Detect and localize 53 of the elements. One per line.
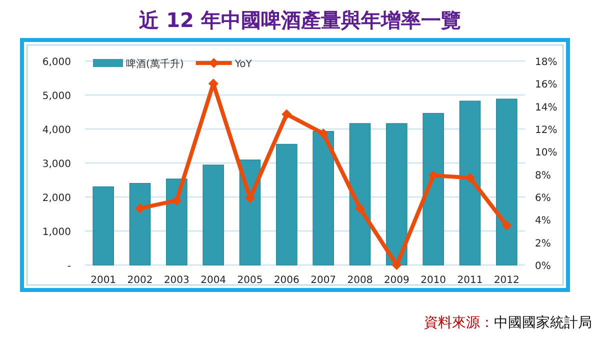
y-tick-label: 1,000 <box>42 227 71 238</box>
x-tick-label: 2005 <box>237 275 263 286</box>
y2-tick-label: 2% <box>535 238 551 250</box>
bar <box>496 98 518 266</box>
x-tick-label: 2006 <box>274 275 300 286</box>
x-tick-label: 2003 <box>164 275 190 286</box>
y2-tick-label: 14% <box>535 102 558 114</box>
bar <box>92 186 114 266</box>
y-tick-label: 3,000 <box>42 159 71 170</box>
legend-label: 啤酒(萬千升) <box>126 58 184 70</box>
bar <box>349 123 371 266</box>
x-tick-label: 2011 <box>457 275 483 286</box>
bar <box>312 130 334 266</box>
point <box>318 128 328 139</box>
y2-tick-label: 6% <box>535 193 551 204</box>
bar <box>276 144 298 266</box>
y2-tick-label: 4% <box>535 216 551 227</box>
legend-label: YoY <box>234 59 253 70</box>
bar <box>459 100 481 266</box>
y2-tick-label: 0% <box>535 261 551 272</box>
point <box>465 172 475 183</box>
bar <box>202 164 224 266</box>
x-tick-label: 2009 <box>384 275 410 286</box>
point <box>355 203 365 214</box>
point <box>172 195 182 206</box>
point <box>282 109 292 120</box>
y2-tick-label: 8% <box>535 170 551 182</box>
y2-tick-label: 18% <box>535 57 558 68</box>
point <box>502 220 512 230</box>
x-tick-label: 2004 <box>200 275 226 286</box>
y-tick-label: - <box>67 261 72 272</box>
bar <box>386 123 408 266</box>
x-tick-label: 2012 <box>494 275 520 286</box>
point <box>428 170 438 180</box>
source-note: 資料來源：中國國家統計局 <box>424 315 592 331</box>
y-tick-label: 5,000 <box>42 91 71 102</box>
x-tick-label: 2007 <box>310 275 336 286</box>
y-tick-label: 4,000 <box>42 125 71 136</box>
point <box>135 203 145 214</box>
y2-tick-label: 12% <box>535 125 558 136</box>
point <box>392 260 402 270</box>
x-tick-label: 2001 <box>90 275 116 286</box>
y2-tick-label: 10% <box>535 148 558 159</box>
chart-title: 近 12 年中國啤酒產量與年增率一覽 <box>138 8 461 32</box>
x-tick-label: 2008 <box>347 275 373 286</box>
bar <box>422 112 444 266</box>
y2-tick-label: 16% <box>535 80 558 91</box>
y-tick-label: 2,000 <box>42 193 71 204</box>
bar <box>129 183 151 266</box>
x-tick-label: 2010 <box>420 275 446 286</box>
bar <box>166 178 188 266</box>
x-tick-label: 2002 <box>127 275 153 286</box>
y-tick-label: 6,000 <box>42 57 71 68</box>
